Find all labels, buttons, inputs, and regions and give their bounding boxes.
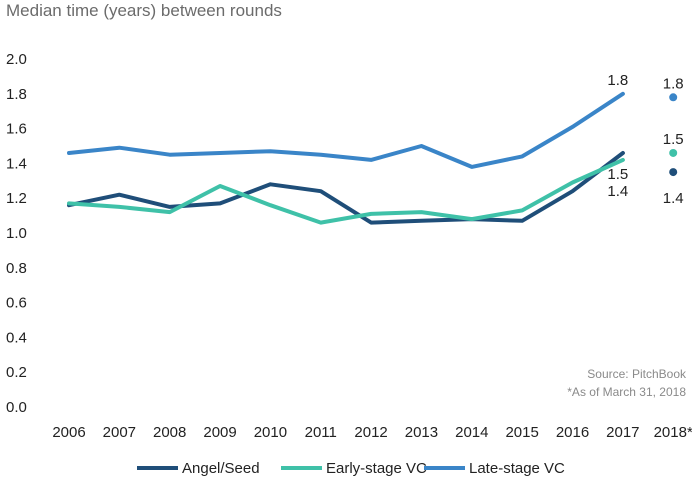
as-of-note: *As of March 31, 2018 [567, 385, 686, 399]
source-notes: Source: PitchBook *As of March 31, 2018 [567, 367, 687, 399]
x-tick-label: 2018* [654, 424, 692, 441]
x-axis: 2006 2007 2008 2009 2010 2011 2012 2013 2014 2015… [52, 424, 692, 441]
x-tick-label: 2009 [203, 424, 236, 441]
y-tick-label: 2.0 [6, 51, 27, 68]
x-tick-label: 2010 [254, 424, 287, 441]
legend-label-2: Late-stage VC [469, 460, 565, 477]
y-tick-label: 1.2 [6, 190, 27, 207]
legend-label-1: Early-stage VC [326, 460, 427, 477]
y-tick-label: 0.8 [6, 260, 27, 277]
series-point-0-2018 [669, 168, 678, 177]
y-tick-label: 1.0 [6, 225, 27, 242]
series-point-1-2018 [669, 148, 678, 157]
y-tick-label: 1.4 [6, 155, 27, 172]
series-lines [67, 91, 625, 225]
x-tick-label: 2017 [606, 424, 639, 441]
x-tick-label: 2014 [455, 424, 488, 441]
x-tick-label: 2007 [103, 424, 136, 441]
y-tick-label: 1.8 [6, 86, 27, 103]
data-label: 1.5 [663, 131, 684, 148]
legend-label-0: Angel/Seed [182, 460, 260, 477]
data-labels: 1.51.41.41.51.8 1.8 [607, 72, 683, 207]
series-point-2-2018 [669, 93, 678, 102]
series-line-1 [67, 157, 625, 225]
data-label: 1.8 [663, 75, 684, 92]
x-tick-label: 2011 [305, 424, 337, 441]
y-tick-label: 0.6 [6, 295, 27, 312]
x-tick-label: 2012 [354, 424, 387, 441]
data-points [669, 93, 678, 177]
source-note: Source: PitchBook [587, 367, 687, 381]
y-tick-label: 1.6 [6, 121, 27, 138]
x-tick-label: 2013 [405, 424, 438, 441]
y-axis: 0.0 0.2 0.4 0.6 0.8 1.0 1.2 1.4 1.6 1.8 2.0 [6, 51, 27, 416]
data-label: 1.4 [607, 183, 628, 200]
y-tick-label: 0.4 [6, 329, 27, 346]
y-tick-label: 0.2 [6, 364, 27, 381]
x-tick-label: 2016 [556, 424, 589, 441]
y-tick-label: 0.0 [6, 399, 27, 416]
series-line-0 [67, 151, 625, 225]
x-tick-label: 2008 [153, 424, 186, 441]
data-label: 1.8 [607, 72, 628, 89]
x-tick-label: 2015 [505, 424, 538, 441]
x-tick-label: 2006 [52, 424, 85, 441]
series-line-2 [67, 91, 625, 169]
data-label: 1.4 [663, 190, 684, 207]
data-label: 1.5 [607, 166, 628, 183]
legend: Angel/Seed Early-stage VC Late-stage VC [137, 460, 565, 477]
chart-title: Median time (years) between rounds [6, 1, 282, 20]
